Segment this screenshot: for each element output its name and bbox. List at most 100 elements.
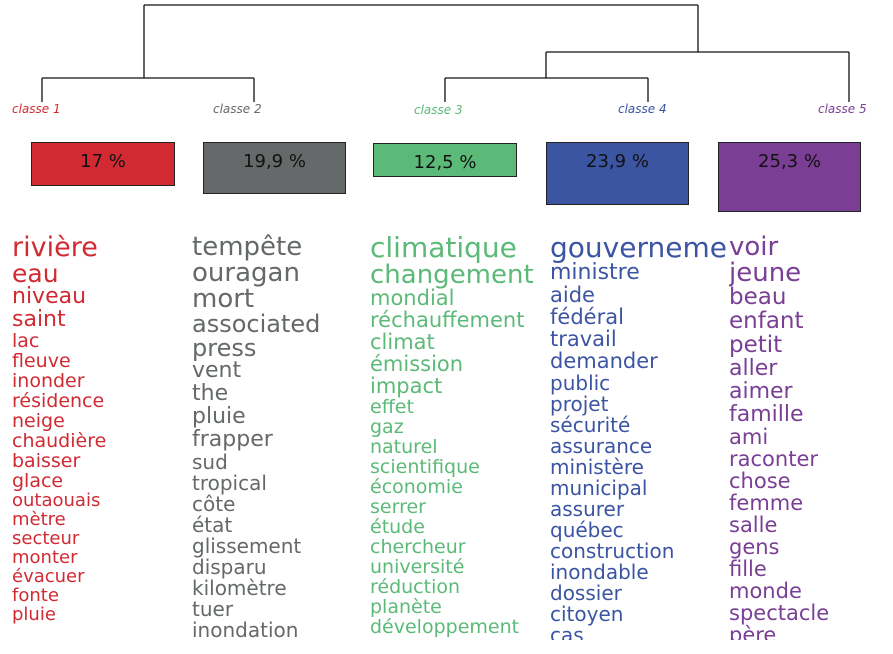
class-4-percent: 23,9 % [586,151,649,172]
class-3-word: naturel [370,436,438,458]
class-5-word: femme [729,491,804,515]
class-3-word-list: climatique changement mondial réchauffement… [370,234,548,640]
class-3-word: gaz [370,638,548,641]
class-1-word: rivière [12,234,98,263]
class-1-word: saint [12,307,66,332]
class-4-word: dossier [550,581,622,605]
class-3-word: serrer [370,496,426,518]
class-1-percent: 17 % [80,151,126,172]
class-5-word: famille [729,402,804,427]
class-1-word: glace [12,470,64,492]
class-2-word: disparu [192,555,267,579]
class-1-word: inonder [12,370,85,392]
class-4-word: municipal [550,476,648,500]
class-2-word: tuer [192,597,234,621]
class-2-word: ouragan [192,258,300,288]
class-5-word: raconter [729,447,818,471]
class-2-word: glissement [192,534,302,558]
class-2-label: classe 2 [213,102,262,116]
class-1-label: classe 1 [12,102,61,116]
class-3-word: réchauffement [370,308,525,332]
dendrogram-branch-1-2 [41,77,255,102]
class-1-word: niveau [12,284,87,309]
class-2-word: kilomètre [192,576,287,600]
class-4-word: public [550,371,611,395]
class-3-percent: 12,5 % [413,152,477,173]
class-3-word: climat [370,330,435,354]
class-1-word: secteur [12,528,80,549]
class-5-percent: 25,3 % [758,151,821,172]
class-1-percent-box: 17 % [31,142,175,186]
class-4-word: aide [550,283,595,307]
class-3-word: développement [370,616,520,638]
class-3-word: scientifique [370,456,480,478]
class-3-word: université [370,556,465,578]
class-4-word: assurance [550,434,653,458]
class-4-word: demander [550,349,658,373]
class-1-word: fleuve [12,350,71,372]
class-4-word-list: gouvernementministreaidefédéraltravailde… [550,234,728,640]
class-2-word: vent [192,358,242,383]
class-2-word: mort [192,284,255,314]
class-1-word: résidence [12,390,105,412]
class-2-word: côte [192,492,236,516]
class-2-word: associated [192,310,321,338]
dendrogram-branch-root [143,4,699,78]
class-1-word: outaouais [12,490,101,511]
class-2-word-list: tempête ouragan mort associated press vent the… [192,234,370,640]
class-4-label: classe 4 [618,102,667,116]
class-5-word: monde [729,579,802,603]
class-1-word: chaudière [12,430,107,452]
class-5-word-list: voir jeune beau enfant petit aller aimer famill… [729,234,893,640]
class-2-word: inondation [192,618,299,640]
class-3-word: émission [370,352,464,376]
class-4-percent-box: 23,9 % [546,142,689,205]
class-4-word: fédéral [550,305,624,329]
class-4-word: ministre [550,260,640,285]
class-2-word: état [192,513,233,537]
class-5-word: chose [729,469,791,493]
class-3-word: chercheur [370,536,466,558]
class-3-word: étude [370,516,425,538]
class-2-word: pluie [192,404,246,429]
dendrogram-branch-345 [545,51,850,102]
class-4-word: ministère [550,455,644,479]
class-5-word: voir [729,234,779,262]
class-2-word: tempête [192,234,303,262]
class-1-word-list: rivière eau niveau saint lac fleuve inonder rés… [12,234,190,640]
class-1-word: mètre [12,509,66,530]
class-1-word: baisser [12,450,81,472]
class-3-word: économie [370,476,463,498]
class-5-word: fille [729,557,767,581]
class-1-word: évacuer [12,566,85,587]
class-3-word: changement [370,260,534,290]
class-2-word: press [192,334,257,362]
class-4-word: citoyen [550,602,624,626]
class-2-word: frapper [192,427,273,452]
class-5-word: beau [729,284,787,310]
class-4-word: assurer [550,497,625,521]
class-5-word: ami [729,425,769,449]
class-5-word: aller [729,356,778,381]
class-5-word: jeune [729,258,802,288]
class-5-word: petit [729,332,783,358]
class-3-percent-box: 12,5 % [373,143,517,177]
class-5-label: classe 5 [818,102,867,116]
class-4-word: sécurité [550,413,631,437]
class-2-percent: 19,9 % [243,151,306,172]
dendrogram-branch-3-4 [444,77,649,102]
class-1-word: monter [12,547,78,568]
class-4-word: québec [550,518,624,542]
class-3-label: classe 3 [414,103,463,117]
class-5-word: salle [729,513,778,537]
class-3-word: effet [370,396,414,418]
class-1-word: pluie [12,604,56,625]
class-4-word: construction [550,539,675,563]
class-4-word: gouvernement [550,234,728,264]
class-4-word: projet [550,392,609,416]
class-5-word: père [729,623,777,641]
class-5-percent-box: 25,3 % [718,142,861,212]
class-5-word: aimer [729,379,793,404]
class-4-word: cas [550,623,584,640]
class-5-word: enfant [729,308,804,334]
